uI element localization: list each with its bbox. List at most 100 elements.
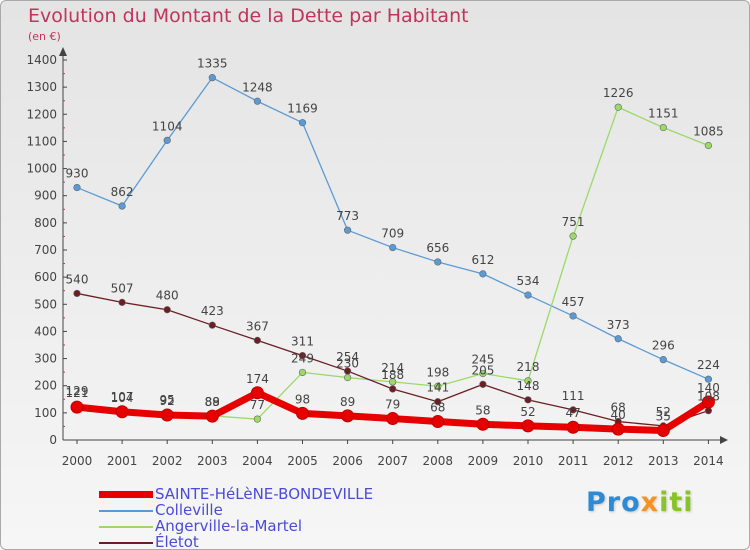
data-label: 79 [385,398,400,412]
x-tick-label: 2003 [197,454,228,468]
data-label: 296 [652,339,675,353]
y-tick-label: 1000 [26,162,57,176]
data-label: 1335 [197,57,228,71]
x-tick-label: 2002 [152,454,183,468]
data-label: 140 [697,381,720,395]
data-point [70,400,84,414]
data-point [344,367,352,375]
data-label: 188 [381,368,404,382]
data-point [163,306,171,314]
data-label: 205 [471,363,494,377]
data-point [479,369,487,378]
data-label: 129 [66,384,89,398]
data-label: 373 [607,318,630,332]
data-point [253,415,261,423]
x-tick-label: 2014 [693,454,724,468]
data-label: 367 [246,319,269,333]
data-label: 507 [111,281,134,295]
x-tick-label: 2013 [648,454,679,468]
y-tick-label: 600 [34,270,57,284]
data-label: 656 [426,241,449,255]
data-point [566,420,580,434]
y-tick-label: 200 [34,379,57,393]
x-tick-label: 2010 [513,454,544,468]
x-tick-label: 2012 [603,454,634,468]
data-label: 89 [340,395,355,409]
data-point [434,258,442,266]
data-point [524,377,532,385]
data-point [344,373,352,382]
y-tick-label: 300 [34,352,57,366]
data-point [253,97,261,105]
legend-label-angerville: Angerville-la-Martel [155,517,303,535]
x-tick-label: 2006 [332,454,363,468]
y-tick-label: 500 [34,297,57,311]
data-point [118,298,126,306]
data-point [434,398,442,406]
data-label: 224 [697,358,720,372]
data-point [298,368,307,377]
data-point [569,232,577,240]
data-label: 47 [565,406,580,420]
legend-swatch-sainte [99,491,153,498]
data-point [118,202,126,210]
data-label: 148 [517,379,540,393]
data-label: 1226 [603,86,634,100]
data-point [614,335,622,343]
data-point [434,382,442,390]
data-label: 92 [160,394,175,408]
data-label: 1151 [648,107,679,121]
data-label: 68 [611,401,626,415]
data-label: 245 [471,353,494,367]
data-label: 58 [475,403,490,417]
x-tick-label: 2004 [242,454,273,468]
data-point [205,409,219,423]
y-tick-label: 1400 [26,53,57,67]
data-label: 612 [471,253,494,267]
data-point [344,226,352,234]
data-label: 773 [336,209,359,223]
data-label: 1104 [152,119,183,133]
data-label: 95 [160,393,175,407]
data-label: 534 [517,274,540,288]
data-point [476,417,490,431]
data-point [389,385,397,393]
data-label: 141 [426,381,449,395]
chart-unit: (en €) [28,30,61,43]
x-tick-label: 2009 [468,454,499,468]
data-point [656,424,670,437]
data-point [659,123,667,132]
data-point [569,406,577,414]
data-label: 540 [66,272,89,286]
x-tick-label: 2001 [107,454,138,468]
data-point [73,183,81,192]
y-tick-label: 800 [34,216,57,230]
data-point [250,386,264,400]
data-point [163,136,171,144]
data-point [704,375,713,383]
data-point [341,409,355,423]
data-label: 40 [611,408,626,422]
data-point [479,380,487,388]
legend-swatch-angerville [99,526,153,528]
y-tick-label: 1200 [26,107,57,121]
data-label: 35 [656,410,671,424]
data-label: 930 [66,167,89,181]
y-tick-label: 0 [49,433,57,447]
data-label: 230 [336,357,359,371]
data-label: 254 [336,350,359,364]
data-label: 480 [156,289,179,303]
data-label: 88 [205,395,220,409]
data-point [524,291,532,299]
data-label: 68 [430,401,445,415]
data-label: 1169 [287,102,318,116]
data-label: 174 [246,372,269,386]
x-tick-label: 2000 [62,454,93,468]
data-label: 108 [697,390,720,404]
data-point [479,270,487,278]
data-label: 751 [562,215,585,229]
data-label: 89 [205,395,220,409]
data-label: 862 [111,185,134,199]
